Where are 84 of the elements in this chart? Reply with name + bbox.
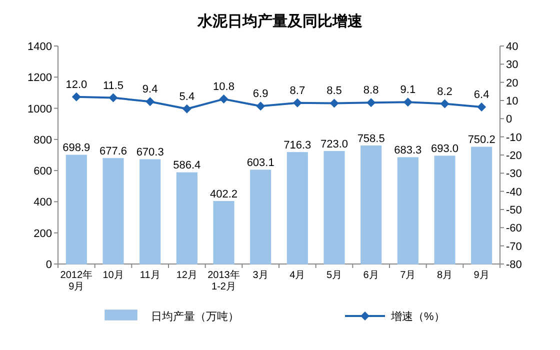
point [477, 102, 486, 112]
y2-tick-label: -60 [506, 222, 522, 235]
y-tick-label: 0 [46, 259, 52, 271]
data-label: 11.5 [102, 80, 124, 92]
data-label: 670.3 [136, 146, 164, 159]
y2-tick-label: -40 [506, 186, 522, 198]
y2-tick-label: -10 [506, 132, 522, 144]
data-label: 8.2 [437, 86, 452, 98]
data-label: 6.9 [252, 88, 268, 100]
bar [176, 172, 198, 264]
x-tick-label: 12月 [176, 270, 198, 281]
y2-tick-label: 40 [506, 41, 518, 53]
data-label: 723.0 [320, 138, 348, 150]
y2-tick-label: -50 [506, 204, 522, 216]
x-tick-label: 10月 [102, 270, 124, 281]
point [108, 93, 118, 102]
bar [250, 170, 272, 264]
y2-tick-label: 10 [506, 96, 518, 108]
y-tick-label: 400 [34, 196, 52, 209]
data-label: 10.8 [213, 81, 234, 94]
y2-tick-label: 0 [506, 114, 512, 126]
data-label: 9.4 [142, 84, 158, 96]
data-label: 683.3 [394, 144, 422, 157]
point [72, 92, 81, 102]
x-tick-label: 2012年 9月 [60, 269, 93, 292]
y-tick-label: 800 [34, 134, 52, 146]
point [256, 102, 266, 111]
bar [286, 152, 308, 264]
bar [102, 158, 124, 264]
bar [397, 157, 418, 264]
data-label: 586.4 [173, 160, 201, 172]
x-tick-label: 3月 [252, 270, 268, 281]
x-tick-label: 4月 [290, 270, 306, 281]
y2-tick-label: -80 [506, 259, 522, 271]
point [292, 98, 302, 108]
data-label: 6.4 [474, 89, 490, 102]
data-label: 750.2 [468, 134, 496, 146]
data-label: 677.6 [99, 145, 128, 158]
y-tick-label: 600 [34, 166, 52, 178]
y2-tick-label: -20 [506, 150, 522, 162]
x-tick-label: 11月 [140, 270, 160, 281]
point [330, 98, 339, 108]
bar [66, 154, 87, 264]
chart-title: 水泥日均产量及同比增速 [196, 13, 364, 30]
bar [434, 156, 456, 264]
point [403, 98, 412, 107]
bar [324, 151, 345, 264]
data-label: 5.4 [179, 90, 195, 103]
point [366, 98, 376, 108]
data-label: 402.2 [210, 188, 238, 200]
x-tick-label: 6月 [363, 270, 379, 281]
x-tick-label: 2013年 1-2月 [208, 269, 240, 292]
y2-tick-label: -70 [506, 240, 522, 253]
y-tick-label: 1200 [28, 72, 52, 84]
x-tick-label: 7月 [400, 270, 416, 281]
legend-label: 增速（%） [390, 310, 445, 323]
point [146, 97, 155, 106]
y2-tick-label: -30 [506, 168, 522, 180]
x-tick-label: 8月 [436, 270, 453, 281]
data-label: 698.9 [62, 142, 90, 154]
bar [213, 200, 234, 264]
y-tick-label: 200 [34, 228, 52, 240]
data-label: 603.1 [246, 157, 274, 170]
data-label: 8.5 [326, 85, 342, 98]
data-label: 12.0 [66, 78, 88, 91]
bar [140, 159, 161, 264]
bar [360, 145, 382, 264]
point [182, 104, 192, 114]
data-label: 8.8 [363, 84, 379, 97]
bar [471, 146, 492, 264]
legend-label: 日均产量（万吨） [151, 310, 239, 323]
data-label: 9.1 [400, 84, 416, 96]
point [219, 94, 228, 104]
data-label: 8.7 [290, 84, 306, 97]
data-label: 758.5 [357, 132, 385, 145]
point [440, 99, 450, 108]
x-tick-label: 5月 [326, 270, 342, 281]
data-label: 716.3 [284, 139, 312, 152]
y2-tick-label: 30 [506, 59, 518, 72]
y2-tick-label: 20 [506, 77, 518, 90]
data-label: 693.0 [430, 143, 459, 156]
y-tick-label: 1000 [28, 103, 52, 116]
x-tick-label: 9月 [474, 270, 490, 281]
y-tick-label: 1400 [28, 41, 52, 53]
